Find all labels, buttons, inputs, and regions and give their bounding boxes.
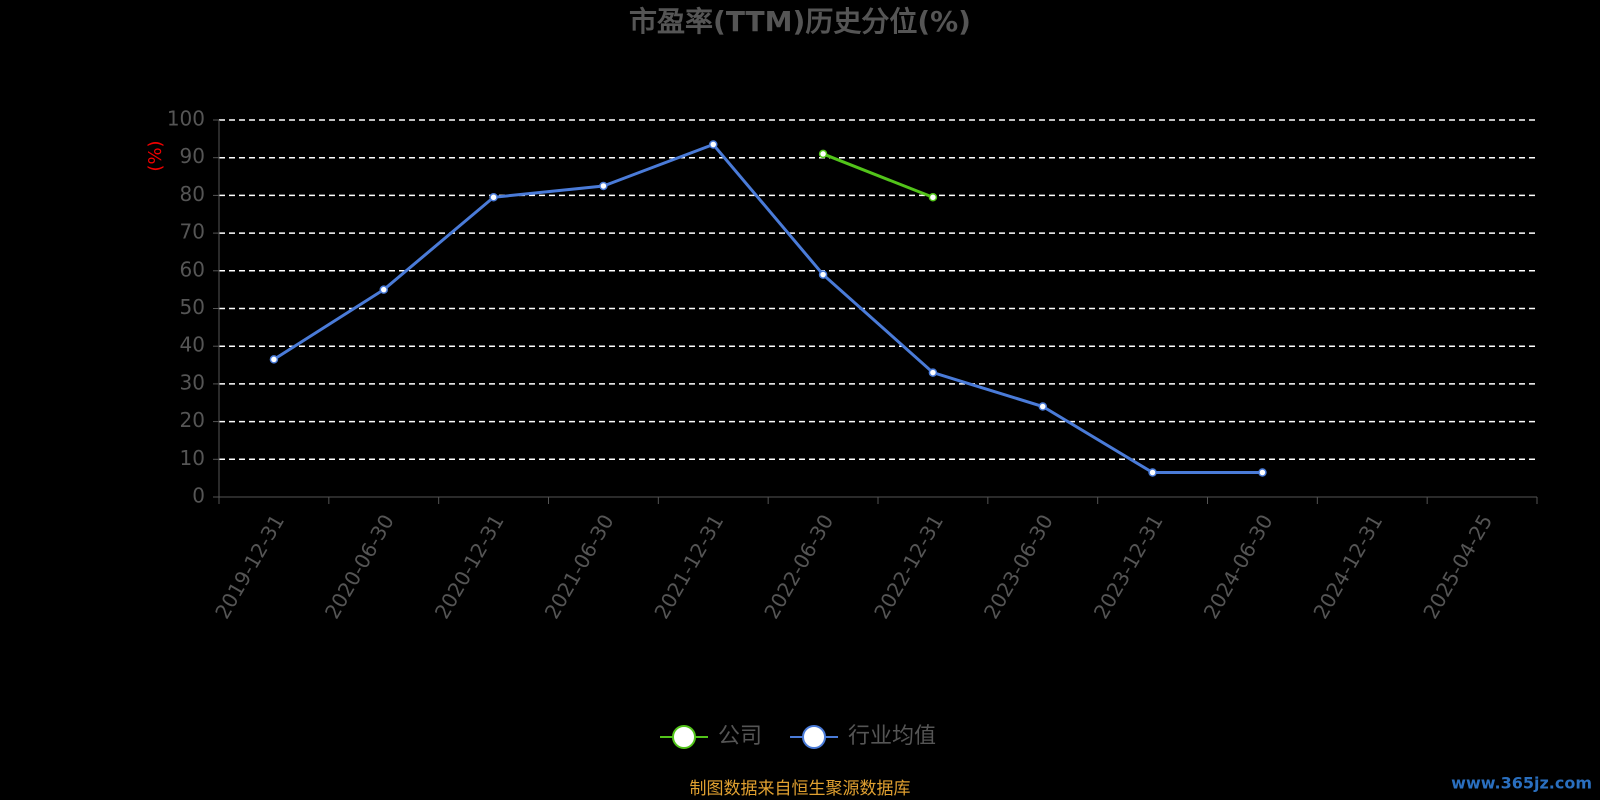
x-tick-label: 2022-12-31 bbox=[869, 510, 948, 623]
y-tick-label: 0 bbox=[192, 484, 205, 508]
legend-symbol bbox=[672, 725, 696, 749]
point-marker bbox=[928, 193, 938, 202]
chart-title: 市盈率(TTM)历史分位(%) bbox=[629, 5, 971, 38]
y-tick-label: 90 bbox=[180, 144, 205, 168]
point-marker bbox=[1038, 402, 1047, 411]
point-marker bbox=[928, 368, 938, 377]
y-tick-label: 30 bbox=[180, 370, 205, 394]
legend-label: 公司 bbox=[718, 724, 762, 749]
y-tick-label: 100 bbox=[167, 107, 205, 131]
x-tick-label: 2024-06-30 bbox=[1199, 510, 1278, 623]
series-line bbox=[822, 152, 934, 199]
y-axis-label: (%) bbox=[145, 140, 166, 171]
x-tick-label: 2024-12-31 bbox=[1308, 510, 1387, 623]
point-marker bbox=[269, 355, 279, 364]
x-tick-label: 2019-12-31 bbox=[210, 510, 289, 623]
series-line bbox=[273, 142, 1263, 474]
x-tick-label: 2021-12-31 bbox=[649, 510, 728, 623]
point-marker bbox=[709, 140, 718, 149]
y-tick-label: 10 bbox=[180, 446, 205, 470]
point-marker bbox=[1258, 468, 1267, 477]
legend-symbol bbox=[802, 725, 827, 749]
point-marker bbox=[379, 285, 388, 294]
point-marker bbox=[599, 181, 608, 191]
source-note: 制图数据来自恒生聚源数据库 bbox=[690, 779, 911, 799]
y-tick-label: 40 bbox=[180, 333, 205, 357]
point-marker bbox=[1148, 468, 1157, 477]
watermark: www.365jz.com bbox=[1451, 774, 1592, 793]
y-tick-label: 70 bbox=[180, 220, 205, 244]
legend-label: 行业均值 bbox=[848, 724, 936, 749]
x-tick-label: 2022-06-30 bbox=[759, 510, 838, 623]
point-marker bbox=[818, 149, 828, 159]
x-tick-label: 2020-06-30 bbox=[320, 510, 399, 623]
y-tick-label: 60 bbox=[180, 257, 205, 281]
y-tick-label: 20 bbox=[180, 408, 205, 432]
x-tick-label: 2023-12-31 bbox=[1089, 510, 1168, 623]
x-tick-label: 2023-06-30 bbox=[979, 510, 1058, 623]
x-tick-label: 2021-06-30 bbox=[540, 510, 619, 623]
x-tick-label: 2020-12-31 bbox=[430, 510, 509, 623]
x-tick-label: 2025-04-25 bbox=[1418, 510, 1497, 623]
y-tick-label: 80 bbox=[180, 182, 205, 206]
y-tick-label: 50 bbox=[180, 295, 205, 319]
point-marker bbox=[818, 270, 828, 279]
point-marker bbox=[489, 193, 498, 202]
